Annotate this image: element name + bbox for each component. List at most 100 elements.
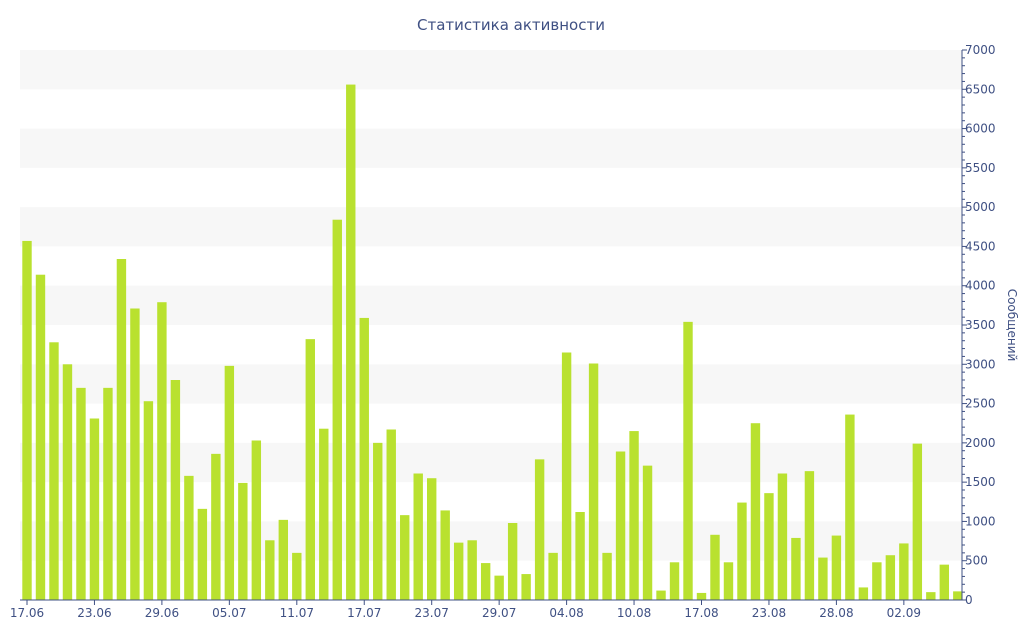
y-tick-label: 500 xyxy=(965,554,988,568)
y-tick-label: 1500 xyxy=(965,475,996,489)
bar[interactable] xyxy=(89,418,100,601)
bar[interactable] xyxy=(224,365,235,600)
bar[interactable] xyxy=(130,308,140,601)
chart-title: Статистика активности xyxy=(417,16,605,34)
bar[interactable] xyxy=(737,502,747,600)
bar[interactable] xyxy=(319,428,329,600)
x-tick-label: 23.08 xyxy=(752,606,786,620)
bar[interactable] xyxy=(184,475,194,600)
bar[interactable] xyxy=(346,84,356,600)
bar[interactable] xyxy=(845,414,855,600)
x-tick-label: 23.06 xyxy=(77,606,111,620)
x-tick-label: 28.08 xyxy=(819,606,853,620)
y-tick-label: 5500 xyxy=(965,161,996,175)
bar[interactable] xyxy=(400,515,410,600)
bar[interactable] xyxy=(22,240,32,600)
bar[interactable] xyxy=(534,459,545,600)
x-tick-label: 17.08 xyxy=(684,606,718,620)
x-tick-label: 23.07 xyxy=(415,606,449,620)
bar[interactable] xyxy=(710,534,720,600)
bar[interactable] xyxy=(629,431,639,600)
bar[interactable] xyxy=(494,575,504,600)
y-axis-label: Сообщений xyxy=(1005,289,1019,362)
bar[interactable] xyxy=(440,510,450,600)
bar[interactable] xyxy=(116,259,127,600)
bar[interactable] xyxy=(602,552,612,600)
bar[interactable] xyxy=(265,540,275,600)
bar[interactable] xyxy=(76,387,86,600)
bar[interactable] xyxy=(251,440,262,601)
bar[interactable] xyxy=(359,317,369,600)
y-tick-label: 0 xyxy=(965,593,973,607)
bar[interactable] xyxy=(373,442,383,600)
bar[interactable] xyxy=(197,508,208,600)
x-tick-label: 29.06 xyxy=(145,606,179,620)
x-tick-label: 17.06 xyxy=(10,606,44,620)
y-tick-label: 4000 xyxy=(965,279,996,293)
bar[interactable] xyxy=(656,590,666,600)
bar[interactable] xyxy=(305,339,315,600)
bar[interactable] xyxy=(143,401,154,600)
bar[interactable] xyxy=(507,523,518,600)
bar[interactable] xyxy=(561,352,572,601)
grid-bands xyxy=(20,50,962,561)
bar[interactable] xyxy=(791,537,801,600)
grid-band xyxy=(20,285,962,325)
bar[interactable] xyxy=(804,471,815,600)
bar[interactable] xyxy=(899,543,909,600)
bar[interactable] xyxy=(548,552,558,600)
bar[interactable] xyxy=(575,512,585,600)
bar[interactable] xyxy=(292,552,302,600)
bar[interactable] xyxy=(386,429,396,601)
bar[interactable] xyxy=(103,387,113,600)
bar[interactable] xyxy=(62,364,73,600)
y-tick-label: 6500 xyxy=(965,82,996,96)
x-tick-label: 10.08 xyxy=(617,606,651,620)
bar[interactable] xyxy=(696,592,707,600)
y-tick-label: 1000 xyxy=(965,514,996,528)
bar[interactable] xyxy=(953,591,963,600)
bar[interactable] xyxy=(332,219,342,600)
bars xyxy=(22,84,963,601)
bar[interactable] xyxy=(453,542,464,600)
bar[interactable] xyxy=(912,443,923,600)
grid-band xyxy=(20,207,962,247)
bar[interactable] xyxy=(35,274,46,600)
bar[interactable] xyxy=(872,562,882,600)
grid-band xyxy=(20,128,962,168)
bar[interactable] xyxy=(818,557,828,600)
bar[interactable] xyxy=(831,535,842,600)
bar[interactable] xyxy=(615,451,626,601)
y-tick-label: 2000 xyxy=(965,436,996,450)
bar[interactable] xyxy=(642,465,653,600)
bar[interactable] xyxy=(669,562,680,600)
x-tick-label: 17.07 xyxy=(347,606,381,620)
bar[interactable] xyxy=(764,493,774,600)
bar[interactable] xyxy=(723,562,734,600)
bar[interactable] xyxy=(777,473,788,601)
y-tick-label: 3000 xyxy=(965,357,996,371)
y-tick-label: 4500 xyxy=(965,239,996,253)
bar[interactable] xyxy=(238,482,248,600)
x-tick-label: 04.08 xyxy=(549,606,583,620)
bar[interactable] xyxy=(858,587,869,600)
bar[interactable] xyxy=(427,478,437,600)
bar[interactable] xyxy=(467,540,477,600)
bar[interactable] xyxy=(211,453,221,600)
bar[interactable] xyxy=(683,321,693,600)
bar[interactable] xyxy=(926,592,936,600)
bar[interactable] xyxy=(588,363,599,601)
x-tick-label: 05.07 xyxy=(212,606,246,620)
bar[interactable] xyxy=(750,423,761,600)
bar[interactable] xyxy=(49,342,59,600)
bar[interactable] xyxy=(157,302,167,600)
bar[interactable] xyxy=(885,555,896,600)
bar[interactable] xyxy=(480,563,491,600)
bar[interactable] xyxy=(170,380,181,600)
y-tick-label: 2500 xyxy=(965,397,996,411)
bar[interactable] xyxy=(521,574,531,600)
bar[interactable] xyxy=(278,519,289,600)
y-tick-label: 5000 xyxy=(965,200,996,214)
bar[interactable] xyxy=(413,473,423,601)
bar[interactable] xyxy=(939,564,950,600)
